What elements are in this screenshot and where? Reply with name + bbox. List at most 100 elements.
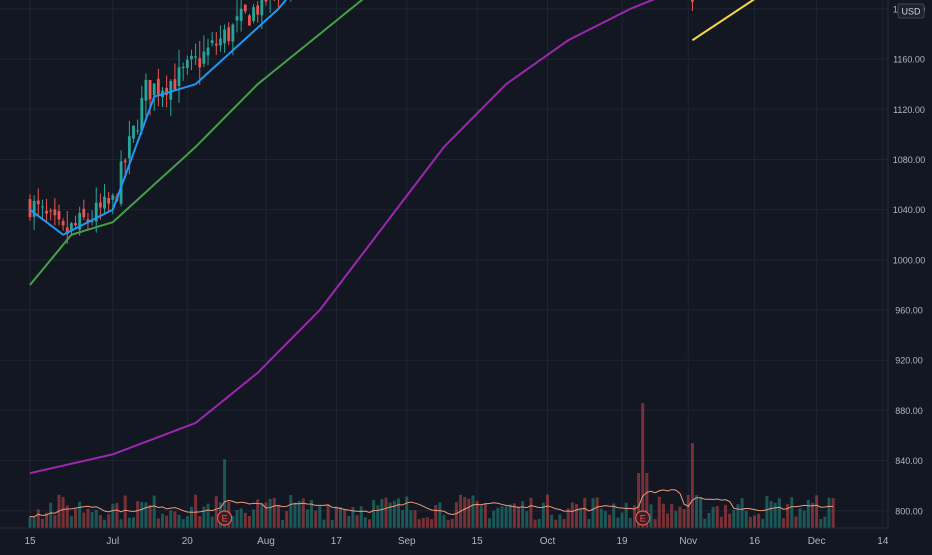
price-tick-label: 1080.00 <box>893 155 926 165</box>
volume-bar <box>562 518 566 528</box>
candle-body <box>57 211 61 220</box>
volume-bar <box>74 509 78 528</box>
volume-bar <box>583 497 587 528</box>
candle-body <box>111 195 115 200</box>
volume-bar <box>285 511 289 528</box>
volume-bar <box>231 516 235 528</box>
ma-slow-line <box>29 0 655 475</box>
candle-body <box>219 38 222 46</box>
volume-bar <box>757 513 761 528</box>
volume-bar <box>512 503 516 528</box>
volume-bar <box>666 513 670 528</box>
candle-body <box>235 16 239 21</box>
volume-bar <box>322 519 326 528</box>
volume-bar <box>140 502 144 528</box>
volume-bar <box>483 503 487 528</box>
volume-bar <box>488 518 492 528</box>
volume-bar <box>132 517 135 528</box>
volume-bar <box>314 510 318 528</box>
volume-ma-line <box>29 489 834 518</box>
volume-bar <box>281 519 285 528</box>
volume-bar <box>670 504 674 528</box>
earnings-marker-circle <box>635 510 651 526</box>
volume-bar <box>504 506 508 528</box>
volume-bar <box>334 506 338 528</box>
volume-bar <box>645 473 649 528</box>
volume-bar <box>753 515 756 528</box>
volume-bars <box>28 403 835 528</box>
candle-body <box>165 87 169 95</box>
volume-bar <box>794 516 798 528</box>
volume-bar <box>620 512 624 528</box>
time-tick-label: Aug <box>257 536 275 547</box>
volume-bar <box>574 503 578 528</box>
volume-bar <box>276 506 280 528</box>
candle-body <box>140 97 144 131</box>
currency-label: USD <box>901 7 921 17</box>
volume-bar <box>802 510 806 528</box>
volume-bar <box>160 513 164 528</box>
price-tick-label: 800.00 <box>895 506 923 516</box>
volume-bar <box>409 510 413 528</box>
volume-bar <box>305 509 309 528</box>
volume-bar <box>413 510 417 528</box>
volume-bar <box>682 509 686 528</box>
ema-fast-line <box>29 0 288 236</box>
volume-bar <box>624 502 628 528</box>
candle-body <box>214 43 218 46</box>
volume-bar <box>297 500 301 528</box>
candle-body <box>231 24 235 42</box>
volume-bar <box>657 496 661 528</box>
candle-body <box>243 4 247 12</box>
volume-bar <box>401 509 405 528</box>
candle-body <box>202 51 206 64</box>
volume-bar <box>189 506 193 528</box>
candle-body <box>177 67 181 87</box>
volume-bar <box>223 459 227 528</box>
volume-bar <box>98 514 102 528</box>
price-tick-label: 920.00 <box>895 356 923 366</box>
candle-body <box>136 130 140 132</box>
volume-bar <box>384 497 388 528</box>
candle-body <box>194 56 197 58</box>
volume-bar <box>819 518 823 528</box>
volume-bar <box>326 505 330 528</box>
candle-body <box>49 210 53 212</box>
volume-bar <box>65 505 69 528</box>
volume-bar <box>719 516 723 528</box>
volume-bar <box>637 473 641 528</box>
volume-bar <box>649 504 653 528</box>
volume-bar <box>674 510 678 528</box>
volume-bar <box>260 503 264 528</box>
volume-bar <box>252 509 256 528</box>
volume-bar <box>148 504 152 528</box>
candle-body <box>90 221 94 223</box>
candle-body <box>41 206 44 208</box>
volume-bar <box>173 511 177 528</box>
volume-bar <box>152 495 156 528</box>
candle-body <box>190 55 193 60</box>
volume-bar <box>769 500 773 528</box>
volume-bar <box>806 499 810 528</box>
candles <box>28 0 694 244</box>
volume-bar <box>699 497 703 528</box>
grid-lines <box>0 0 888 528</box>
volume-bar <box>127 517 131 528</box>
candle-body <box>61 221 65 226</box>
volume-bar <box>194 494 198 528</box>
volume-bar <box>570 502 574 528</box>
volume-bar <box>603 511 607 528</box>
candle-body <box>227 27 231 41</box>
volume-bar <box>343 509 347 528</box>
volume-bar <box>777 498 781 528</box>
volume-bar <box>82 512 86 528</box>
volume-bar <box>438 502 442 528</box>
volume-bar <box>773 502 777 528</box>
volume-bar <box>831 498 835 528</box>
volume-bar <box>690 443 694 528</box>
candle-body <box>248 15 251 26</box>
volume-bar <box>111 503 115 528</box>
price-tick-label: 880.00 <box>895 406 923 416</box>
volume-bar <box>616 517 620 528</box>
volume-bar <box>786 504 790 528</box>
